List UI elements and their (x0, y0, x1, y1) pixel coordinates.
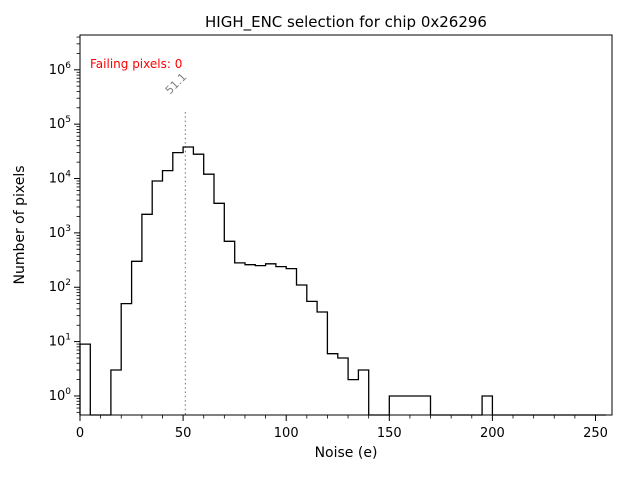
svg-text:105: 105 (49, 115, 71, 132)
svg-text:101: 101 (49, 333, 71, 350)
svg-text:106: 106 (49, 61, 72, 78)
x-axis-label: Noise (e) (314, 445, 378, 461)
svg-text:102: 102 (49, 278, 71, 295)
svg-text:0: 0 (76, 426, 84, 441)
svg-text:150: 150 (377, 426, 402, 441)
svg-text:250: 250 (583, 426, 608, 441)
chart-title: HIGH_ENC selection for chip 0x26296 (205, 13, 487, 31)
svg-text:200: 200 (480, 426, 505, 441)
svg-text:104: 104 (49, 170, 72, 187)
y-axis-label: Number of pixels (12, 165, 28, 285)
svg-text:50: 50 (175, 426, 192, 441)
svg-text:100: 100 (274, 426, 299, 441)
failing-pixels-annotation: Failing pixels: 0 (90, 57, 183, 71)
svg-text:103: 103 (49, 224, 71, 241)
svg-text:100: 100 (49, 387, 72, 404)
